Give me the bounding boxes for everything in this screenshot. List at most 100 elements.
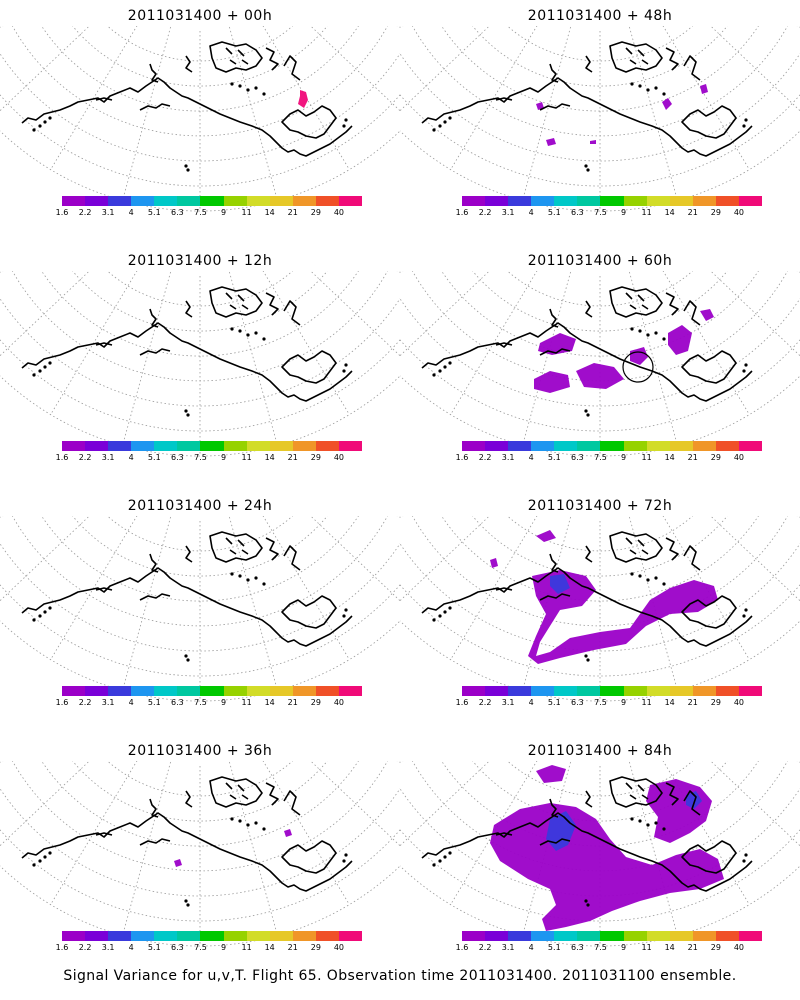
coastlines [421, 776, 753, 907]
grid-lines [400, 26, 800, 212]
colorbar-swatch [154, 441, 178, 451]
colorbar-label: 4 [528, 208, 534, 217]
colorbar-swatch [554, 441, 578, 451]
island [654, 821, 658, 825]
colorbar-swatch [692, 931, 716, 941]
coastline [609, 531, 663, 563]
island [344, 853, 348, 857]
coastline [225, 47, 249, 65]
longitude-line [710, 271, 800, 357]
colorbar-label: 3.1 [501, 698, 515, 707]
colorbar-label: 11 [241, 208, 252, 217]
island [43, 365, 47, 369]
colorbar-swatch [269, 196, 293, 206]
island [742, 859, 746, 863]
latitude-line [472, 761, 728, 822]
colorbar-swatch [223, 686, 247, 696]
island [254, 331, 258, 335]
coastline [665, 47, 679, 71]
island [186, 658, 190, 662]
coastline [139, 348, 171, 356]
colorbar-label: 4 [128, 208, 134, 217]
island [646, 578, 650, 582]
colorbar-label: 21 [687, 208, 698, 217]
longitude-line [0, 26, 4, 28]
colorbar-swatch [85, 196, 109, 206]
coastline [539, 103, 571, 111]
island [230, 327, 234, 331]
colorbar-label: 7.5 [194, 208, 207, 217]
longitude-line [662, 26, 750, 170]
colorbar-label: 11 [241, 698, 252, 707]
island [744, 608, 748, 612]
colorbar-label: 21 [687, 698, 698, 707]
island [38, 859, 42, 863]
colorbar-swatch [223, 196, 247, 206]
colorbar-label: 14 [664, 208, 675, 217]
colorbar-swatch [738, 441, 763, 451]
colorbar-swatch [715, 931, 739, 941]
latitude-line [0, 130, 400, 212]
variance-contour [534, 371, 570, 393]
latitude-line [472, 26, 728, 87]
colorbar [462, 441, 763, 451]
colorbar-swatch [108, 686, 132, 696]
colorbar-swatch [485, 196, 509, 206]
colorbar-swatch [315, 441, 339, 451]
latitude-line [0, 297, 400, 407]
colorbar-swatch [669, 931, 693, 941]
map-72h [400, 516, 800, 702]
colorbar-label: 1.6 [455, 698, 469, 707]
colorbar-swatch [315, 686, 339, 696]
panel-title: 2011031400 + 24h [127, 498, 273, 514]
island [630, 327, 634, 331]
coastline [585, 790, 593, 808]
island [238, 819, 242, 823]
colorbar-label: 9 [620, 208, 627, 217]
colorbar-labels: 1.6 2.2 3.1 4 5.1 6.3 7.5 9 11 14 21 29 40 [456, 943, 762, 953]
coastline [95, 587, 113, 591]
coastline [495, 832, 513, 836]
latitude-line [72, 26, 328, 87]
colorbar-swatch [646, 196, 670, 206]
coastline [265, 292, 279, 316]
colorbar-label: 40 [733, 943, 745, 952]
island [630, 817, 634, 821]
colorbar-swatch [338, 196, 363, 206]
island [443, 120, 447, 124]
map-48h [400, 26, 800, 212]
island [184, 409, 188, 413]
coastline [225, 782, 249, 800]
island [584, 899, 588, 903]
colorbar-label: 29 [310, 453, 321, 462]
figure-caption: Signal Variance for u,v,T. Flight 65. Ob… [63, 968, 737, 984]
colorbar-label: 29 [710, 208, 721, 217]
coastline [139, 838, 171, 846]
coastline [681, 105, 737, 139]
colorbar-swatch [646, 686, 670, 696]
coastline [495, 97, 513, 101]
coastline [683, 55, 701, 81]
panel-title: 2011031400 + 60h [527, 253, 673, 269]
colorbar-swatch [692, 196, 716, 206]
colorbar-label: 5.1 [547, 208, 561, 217]
signal-variance-field [298, 90, 308, 108]
island [342, 369, 346, 373]
island [586, 413, 590, 417]
longitude-line [122, 271, 171, 446]
colorbar-swatch [692, 686, 716, 696]
island [448, 851, 452, 855]
colorbar-label: 2.2 [78, 453, 92, 462]
longitude-line [229, 26, 278, 201]
variance-contour [550, 574, 570, 594]
colorbar-swatch [669, 196, 693, 206]
colorbar-swatch [531, 196, 555, 206]
colorbar-swatch [600, 441, 624, 451]
panel-48h: 2011031400 + 48h 1.6 2.2 3.1 4 5.1 6.3 7.5 9 11 1… [400, 0, 800, 245]
colorbar-label: 21 [287, 208, 298, 217]
coastline [265, 537, 279, 561]
latitude-line [400, 130, 800, 212]
longitude-line [396, 271, 400, 273]
coastline [225, 292, 249, 310]
island [254, 86, 258, 90]
